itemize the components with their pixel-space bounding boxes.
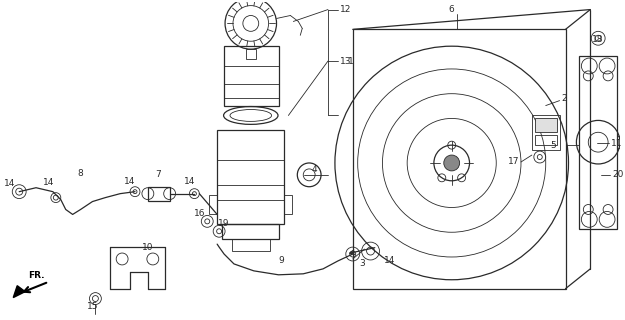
Circle shape [444,155,459,171]
Text: 16: 16 [194,209,205,218]
Text: 14: 14 [4,179,15,188]
Text: 6: 6 [449,5,454,14]
Bar [617,136,625,148]
Polygon shape [13,286,25,298]
Bar [217,130,284,224]
Text: 20: 20 [612,170,623,179]
Bar [535,135,557,145]
Text: 11: 11 [611,139,622,148]
Text: 17: 17 [508,157,519,166]
Text: 14: 14 [384,256,395,266]
Text: 3: 3 [360,260,366,268]
Text: 4: 4 [311,165,317,174]
Text: 12: 12 [340,5,351,14]
Bar [148,187,169,201]
Text: 9: 9 [279,256,284,266]
Text: 7: 7 [155,170,161,179]
Bar [209,195,217,214]
Text: 8: 8 [78,169,84,178]
Text: 19: 19 [218,219,230,228]
Text: 14: 14 [43,178,54,187]
Text: 13: 13 [340,57,351,66]
Text: 15: 15 [87,302,98,311]
Text: FR.: FR. [28,271,44,280]
Bar [246,49,256,59]
Text: 2: 2 [562,94,568,103]
Text: 1: 1 [348,57,354,66]
Text: 18: 18 [592,35,604,44]
Text: 14: 14 [124,177,136,186]
Bar [579,56,617,229]
Bar [532,116,559,150]
Text: 10: 10 [142,243,154,252]
Bar [222,224,279,239]
Text: 14: 14 [184,177,195,186]
Bar [352,29,566,289]
Bar [535,118,557,132]
Text: 5: 5 [550,141,556,150]
Bar [224,46,279,106]
Bar [232,239,269,251]
Bar [284,195,292,214]
